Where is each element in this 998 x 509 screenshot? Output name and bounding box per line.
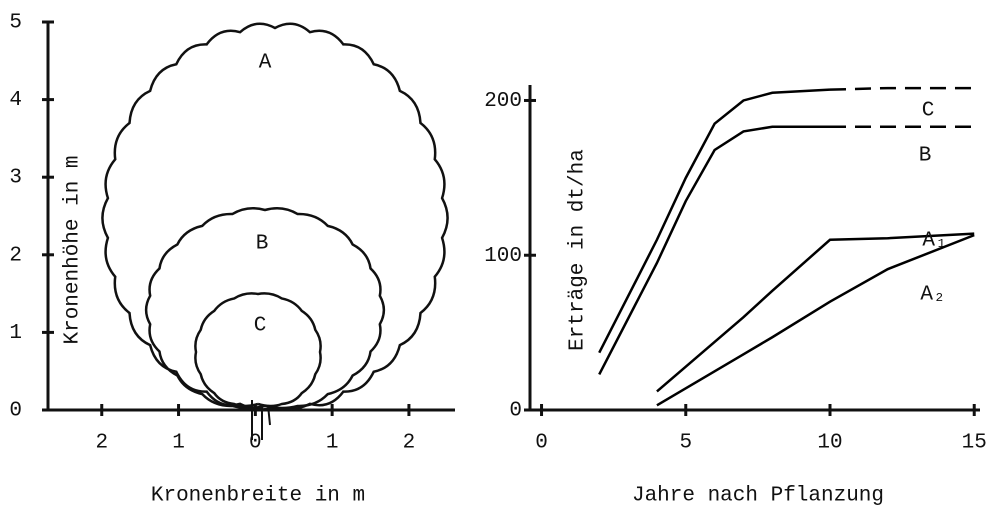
crown-outline (101, 22, 449, 411)
x-tick-label: 2 (403, 432, 416, 455)
y-tick-label: 4 (9, 89, 22, 112)
series-label: C (922, 100, 935, 123)
crown-label: C (254, 315, 267, 338)
series-line (598, 86, 975, 354)
y-tick-label: 5 (9, 12, 22, 35)
x-axis-label: Jahre nach Pflanzung (632, 485, 884, 508)
crown-label: A (259, 52, 272, 75)
series-label: B (919, 145, 932, 168)
x-tick-label: 0 (535, 432, 548, 455)
x-tick-label: 0 (249, 432, 262, 455)
x-tick-label: 5 (679, 432, 692, 455)
y-tick-label: 100 (484, 245, 522, 268)
y-tick-label: 200 (484, 90, 522, 113)
y-tick-label: 3 (9, 167, 22, 190)
crown-outline (144, 207, 386, 410)
series-label: A₂ (920, 284, 945, 307)
x-tick-label: 1 (172, 432, 185, 455)
series-label: A₁ (922, 230, 947, 253)
x-tick-label: 1 (326, 432, 339, 455)
y-tick-label: 2 (9, 244, 22, 267)
trunk (251, 400, 271, 440)
crown-label: B (256, 233, 269, 256)
x-tick-label: 2 (95, 432, 108, 455)
x-tick-label: 15 (962, 432, 987, 455)
y-tick-label: 1 (9, 322, 22, 345)
series-line (598, 125, 975, 375)
x-tick-label: 10 (817, 432, 842, 455)
series-line (656, 233, 975, 407)
y-tick-label: 0 (9, 400, 22, 423)
y-tick-label: 0 (509, 400, 522, 423)
y-axis-label: Kronenhöhe in m (62, 155, 85, 344)
crown-outline (194, 292, 322, 408)
y-axis-label: Erträge in dt/ha (567, 149, 590, 351)
series-line (656, 232, 975, 393)
x-axis-label: Kronenbreite in m (151, 485, 365, 508)
